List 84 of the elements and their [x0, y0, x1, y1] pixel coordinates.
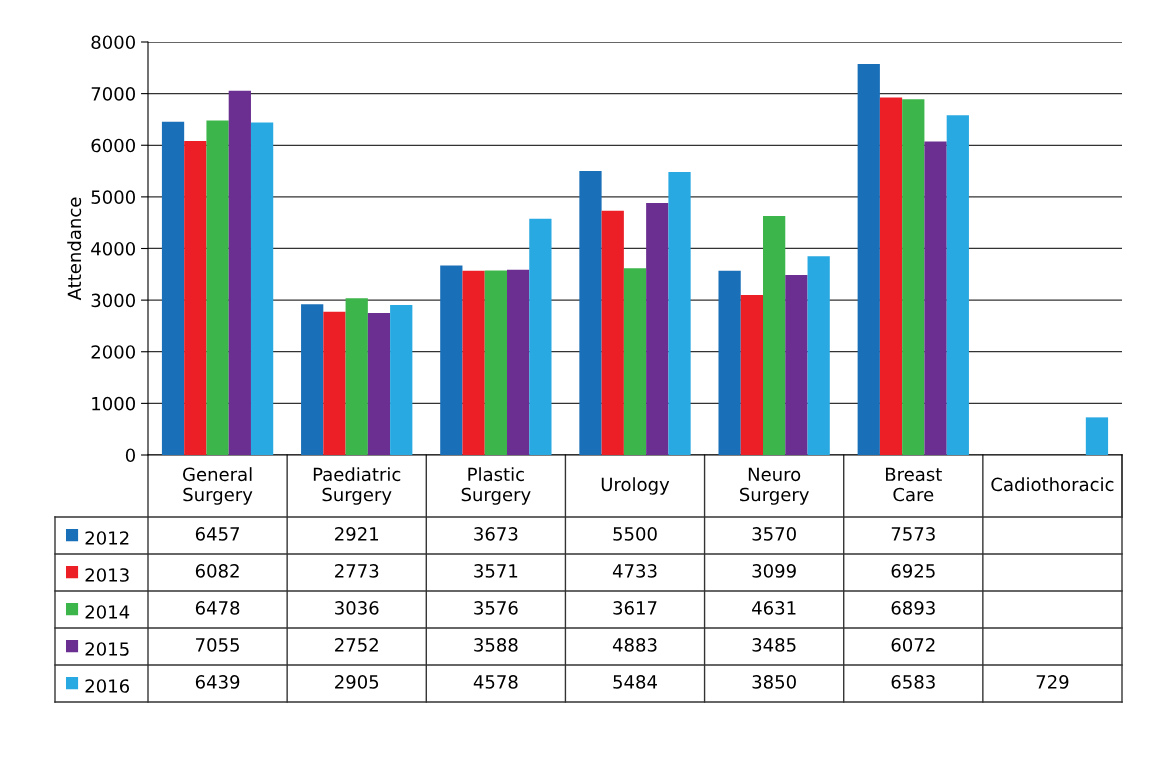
- data-label: 2752: [335, 638, 378, 652]
- data-label: 5484: [613, 675, 657, 689]
- data-label: 3576: [474, 601, 518, 615]
- data-label: 6478: [195, 601, 240, 615]
- data-label: 2773: [335, 564, 379, 578]
- data-label: 6457: [195, 527, 239, 541]
- data-label: 3570: [752, 527, 796, 541]
- y-axis-title: Attendance: [67, 197, 82, 301]
- bar: [807, 256, 830, 455]
- y-tick-label: 2000: [91, 345, 135, 359]
- y-tick-label: 6000: [91, 138, 135, 153]
- bar: [228, 90, 251, 455]
- bar: [668, 171, 691, 455]
- x-tick-label: Urology: [601, 477, 670, 495]
- data-label: 4883: [612, 638, 657, 652]
- data-label: 3850: [752, 675, 796, 689]
- data-label: 5500: [613, 527, 657, 541]
- bar: [250, 122, 274, 455]
- data-label: 6925: [891, 564, 935, 578]
- x-tick-label: Plastic Surgery: [461, 467, 531, 505]
- data-label: 6583: [891, 675, 935, 689]
- data-label: 3673: [474, 527, 518, 541]
- x-tick-label: General Surgery: [183, 467, 253, 505]
- data-label: 4631: [752, 601, 796, 615]
- bar: [462, 270, 485, 455]
- bar: [879, 97, 903, 455]
- y-tick-label: 3000: [91, 293, 135, 308]
- bar: [390, 305, 413, 455]
- bar: [902, 99, 925, 455]
- bar: [484, 270, 507, 455]
- data-label: 6439: [195, 675, 240, 689]
- legend-label: 2014: [85, 605, 130, 619]
- data-label: 4578: [473, 675, 518, 689]
- data-label: 4733: [612, 564, 657, 578]
- bar: [740, 295, 764, 455]
- bar: [529, 218, 552, 455]
- data-label: 3588: [474, 638, 518, 652]
- data-label: 6082: [195, 564, 239, 578]
- bar: [206, 120, 229, 455]
- bar: [323, 311, 346, 455]
- legend-label: 2012: [85, 531, 129, 545]
- x-tick-label: Paediatric Surgery: [313, 467, 401, 505]
- data-label: 3485: [752, 638, 796, 652]
- legend-label: 2016: [85, 679, 130, 693]
- data-label: 3617: [613, 601, 657, 615]
- bar: [763, 215, 786, 455]
- bar: [301, 304, 324, 455]
- bar: [785, 275, 808, 455]
- x-tick-label: Neuro Surgery: [739, 467, 809, 505]
- y-tick-label: 7000: [91, 87, 135, 101]
- bar: [946, 115, 969, 455]
- data-label: 729: [1036, 675, 1069, 689]
- legend-label: 2015: [85, 642, 129, 656]
- y-tick-label: 1000: [92, 396, 135, 411]
- bar: [579, 171, 602, 455]
- x-tick-label: Breast Care: [886, 467, 942, 502]
- bar: [184, 141, 207, 455]
- data-label: 2921: [335, 527, 379, 541]
- bar: [367, 312, 391, 455]
- bar: [718, 270, 741, 455]
- data-label: 3571: [474, 564, 518, 578]
- bar: [440, 265, 463, 455]
- data-label: 6893: [891, 601, 935, 615]
- bar: [646, 202, 669, 455]
- data-label: 2905: [335, 675, 379, 689]
- bar: [506, 269, 530, 455]
- bar: [345, 298, 368, 455]
- y-tick-label: 4000: [91, 241, 135, 256]
- bar: [601, 210, 624, 455]
- data-label: 6072: [891, 638, 935, 652]
- bar: [924, 141, 947, 455]
- data-label: 7573: [891, 527, 935, 541]
- y-tick-label: 5000: [91, 190, 135, 204]
- y-tick-label: 0: [125, 448, 135, 463]
- bar: [161, 121, 185, 455]
- data-label: 3099: [752, 564, 796, 578]
- legend-label: 2013: [85, 568, 129, 582]
- y-tick-label: 8000: [91, 35, 135, 50]
- data-label: 7055: [196, 638, 239, 652]
- bar: [623, 268, 647, 455]
- data-label: 3036: [335, 601, 379, 615]
- x-tick-label: Cadiothoracic: [991, 477, 1114, 492]
- bar: [1085, 417, 1109, 455]
- bar: [857, 64, 880, 455]
